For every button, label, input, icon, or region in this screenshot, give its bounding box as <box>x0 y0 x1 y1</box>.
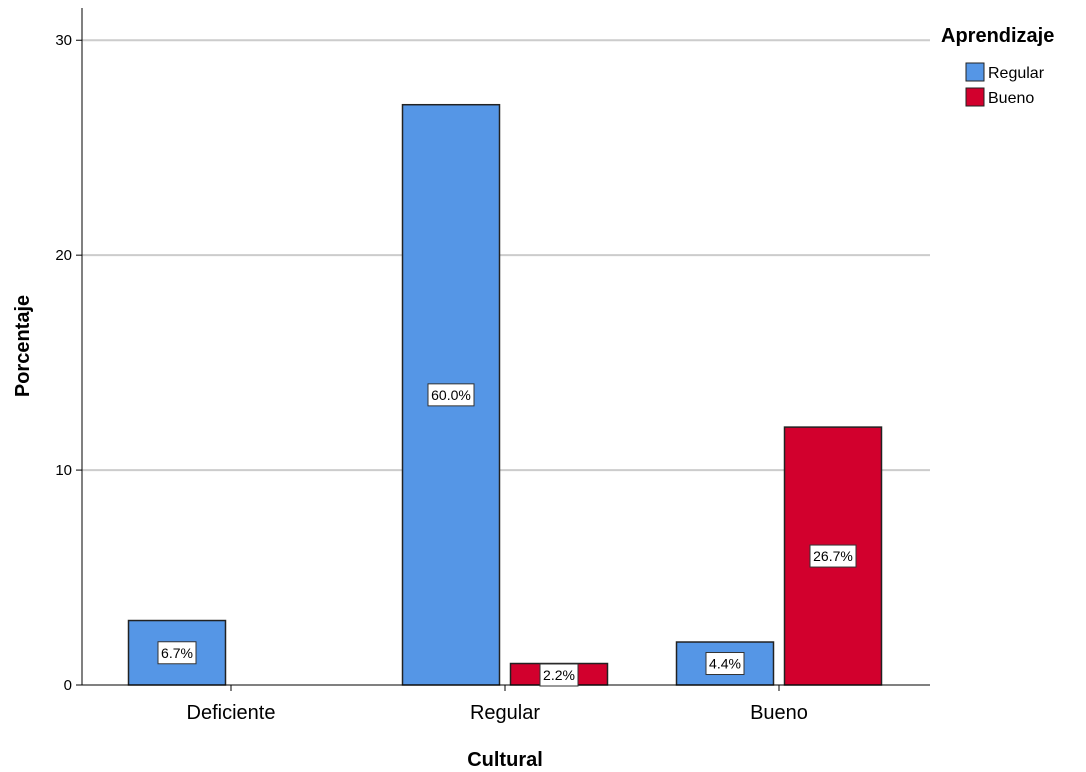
x-category-label: Regular <box>470 702 540 724</box>
legend: Aprendizaje Regular Bueno <box>941 25 1054 107</box>
x-category-label: Deficiente <box>187 702 276 724</box>
data-label-box <box>427 383 475 407</box>
legend-title: Aprendizaje <box>941 25 1054 47</box>
y-ticks: 0 10 20 30 <box>55 32 82 694</box>
data-label: 60.0% <box>431 387 471 403</box>
gridlines <box>82 39 930 472</box>
data-label-box <box>705 652 745 676</box>
data-labels: 6.7% 60.0% 4.4% 2.2% 26.7% <box>157 383 857 687</box>
y-tick-label: 30 <box>55 32 72 49</box>
x-categories: Deficiente Regular Bueno <box>187 685 808 724</box>
data-label: 4.4% <box>709 656 741 672</box>
x-axis-title: Cultural <box>467 749 543 771</box>
legend-label-regular: Regular <box>988 65 1045 82</box>
data-label-box <box>157 641 197 665</box>
axes <box>81 8 930 686</box>
data-label-box <box>809 544 857 568</box>
legend-label-bueno: Bueno <box>988 90 1034 107</box>
bars <box>127 103 883 686</box>
y-tick-label: 0 <box>64 677 72 694</box>
legend-swatch-regular <box>965 62 985 82</box>
data-label: 26.7% <box>813 548 853 564</box>
x-category-label: Bueno <box>750 702 808 724</box>
y-axis-title: Porcentaje <box>12 295 34 397</box>
y-tick-label: 10 <box>55 462 72 479</box>
legend-swatch-bueno <box>965 87 985 107</box>
y-tick-label: 20 <box>55 247 72 264</box>
data-label: 2.2% <box>543 667 575 683</box>
data-label-box <box>539 663 579 687</box>
data-label: 6.7% <box>161 645 193 661</box>
